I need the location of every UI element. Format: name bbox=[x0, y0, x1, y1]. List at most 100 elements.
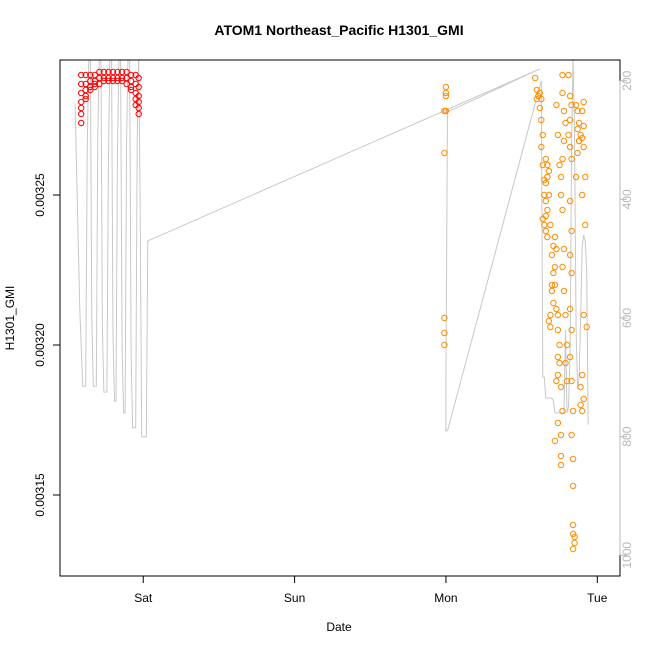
data-point-series-2 bbox=[562, 119, 569, 127]
data-point-series-2 bbox=[556, 161, 563, 169]
data-point-series-2 bbox=[539, 161, 546, 169]
data-point-series-2 bbox=[580, 122, 587, 130]
data-point-series-2 bbox=[572, 101, 580, 109]
data-point-series-2 bbox=[545, 167, 553, 175]
data-point-series-2 bbox=[566, 92, 574, 100]
data-point-series-2 bbox=[551, 233, 559, 241]
data-point-series-2 bbox=[579, 107, 586, 115]
data-point-series-2 bbox=[563, 377, 571, 385]
data-point-series-2 bbox=[541, 221, 548, 229]
data-point-series-2 bbox=[553, 377, 560, 385]
data-point-series-2 bbox=[571, 539, 578, 547]
data-point-series-1 bbox=[118, 74, 126, 82]
data-point-series-2 bbox=[568, 269, 575, 277]
data-point-series-1 bbox=[114, 68, 121, 76]
y-right-tick-label: 400 bbox=[620, 189, 634, 209]
data-point-series-2 bbox=[542, 227, 549, 235]
data-point-series-2 bbox=[554, 419, 562, 427]
data-point-series-2 bbox=[577, 401, 584, 409]
data-point-series-2 bbox=[551, 437, 559, 445]
data-point-series-2 bbox=[568, 431, 575, 439]
data-point-series-1 bbox=[105, 77, 112, 85]
data-point-series-2 bbox=[569, 530, 577, 538]
data-point-series-2 bbox=[554, 311, 562, 319]
data-point-series-2 bbox=[536, 89, 543, 97]
data-point-series-1 bbox=[78, 98, 85, 106]
data-point-series-2 bbox=[544, 173, 551, 181]
data-point-series-2 bbox=[559, 155, 566, 163]
data-point-series-2 bbox=[580, 98, 587, 106]
data-point-series-1 bbox=[123, 80, 130, 88]
data-point-series-2 bbox=[544, 161, 551, 169]
y-axis-label: H1301_GMI bbox=[3, 286, 17, 351]
data-point-series-2 bbox=[556, 359, 563, 367]
data-point-series-1 bbox=[127, 71, 135, 79]
data-point-series-2 bbox=[539, 215, 546, 223]
data-point-series-2 bbox=[566, 197, 574, 205]
data-point-series-2 bbox=[541, 176, 548, 184]
data-point-series-2 bbox=[547, 221, 554, 229]
y-right-tick-label: 200 bbox=[620, 70, 634, 90]
data-point-series-2 bbox=[574, 107, 581, 115]
data-point-series-1 bbox=[100, 68, 108, 76]
y-right-tick-label: 1000 bbox=[620, 542, 634, 569]
data-point-series-2 bbox=[559, 71, 566, 79]
data-point-series-2 bbox=[583, 323, 590, 331]
data-point-series-1 bbox=[91, 80, 99, 88]
data-point-series-2 bbox=[557, 173, 565, 181]
x-axis-label: Date bbox=[326, 620, 352, 634]
data-point-series-1 bbox=[87, 71, 94, 79]
data-point-series-2 bbox=[539, 131, 546, 139]
data-point-series-2 bbox=[548, 281, 556, 289]
data-point-series-2 bbox=[574, 125, 581, 133]
y-right-tick-label: 800 bbox=[620, 426, 634, 446]
data-point-series-2 bbox=[538, 116, 545, 124]
data-point-series-1 bbox=[78, 71, 85, 79]
data-point-series-1 bbox=[105, 74, 112, 82]
data-point-series-2 bbox=[559, 407, 566, 415]
data-point-series-2 bbox=[579, 371, 586, 379]
data-point-series-1 bbox=[82, 71, 89, 79]
data-point-series-1 bbox=[96, 74, 103, 82]
data-point-series-2 bbox=[550, 299, 557, 307]
data-point-series-1 bbox=[96, 68, 103, 76]
data-point-series-2 bbox=[548, 287, 556, 295]
data-point-series-1 bbox=[114, 74, 121, 82]
data-point-series-1 bbox=[105, 68, 112, 76]
y-tick-label: 0.00315 bbox=[33, 473, 47, 517]
data-point-series-2 bbox=[553, 245, 560, 253]
data-point-series-2 bbox=[557, 431, 565, 439]
data-point-series-2 bbox=[582, 173, 589, 181]
data-point-series-2 bbox=[554, 371, 562, 379]
data-point-series-2 bbox=[542, 155, 549, 163]
data-point-series-1 bbox=[78, 80, 85, 88]
data-point-series-2 bbox=[551, 281, 559, 289]
data-point-series-1 bbox=[123, 68, 130, 76]
data-point-series-2 bbox=[544, 206, 551, 214]
data-point-series-2 bbox=[442, 107, 450, 115]
data-point-series-2 bbox=[538, 143, 545, 151]
data-point-series-1 bbox=[109, 77, 117, 85]
data-point-series-2 bbox=[568, 227, 575, 235]
data-point-series-2 bbox=[568, 377, 575, 385]
data-point-series-2 bbox=[571, 533, 578, 541]
data-point-series-2 bbox=[536, 104, 543, 112]
data-point-series-1 bbox=[91, 83, 99, 91]
data-point-series-2 bbox=[560, 137, 568, 145]
data-point-series-2 bbox=[557, 461, 565, 469]
data-point-series-2 bbox=[574, 149, 581, 157]
data-point-series-1 bbox=[78, 89, 85, 97]
data-point-series-2 bbox=[580, 395, 587, 403]
data-point-series-2 bbox=[442, 83, 450, 91]
data-point-series-1 bbox=[109, 74, 117, 82]
data-point-series-2 bbox=[562, 359, 569, 367]
data-point-series-2 bbox=[548, 251, 556, 259]
data-points-layer bbox=[78, 68, 590, 553]
data-point-series-2 bbox=[580, 143, 587, 151]
data-point-series-2 bbox=[565, 131, 572, 139]
data-point-series-1 bbox=[127, 86, 135, 94]
data-point-series-2 bbox=[533, 95, 540, 103]
data-point-series-2 bbox=[557, 191, 565, 199]
data-point-series-2 bbox=[544, 233, 551, 241]
data-point-series-1 bbox=[78, 119, 85, 127]
